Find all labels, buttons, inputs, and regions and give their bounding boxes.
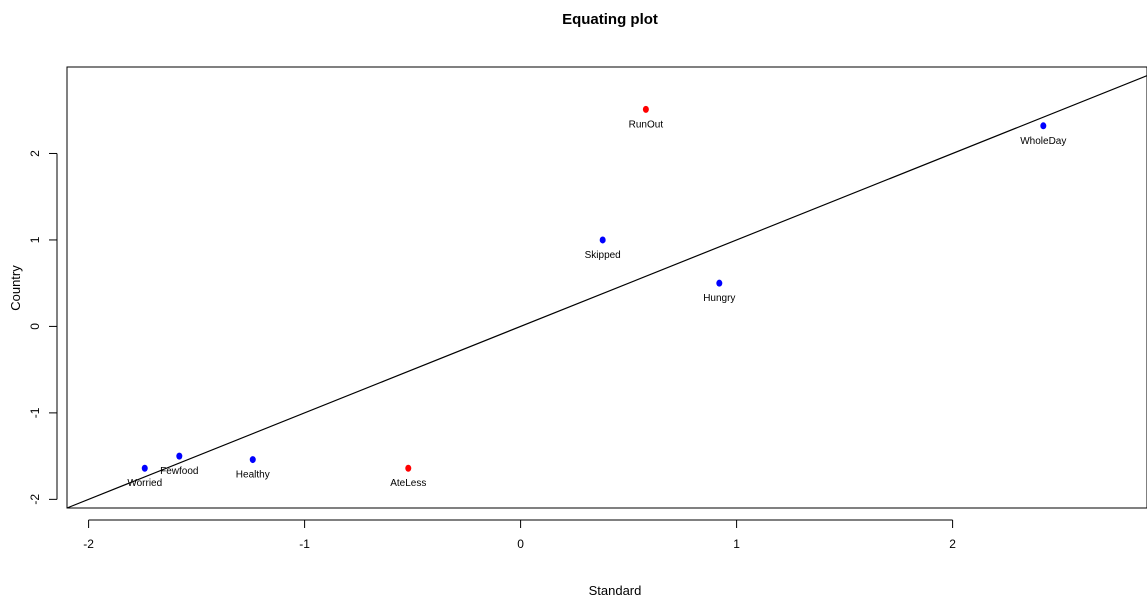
- point-label: AteLess: [390, 478, 426, 489]
- data-point: [141, 464, 148, 472]
- x-tick-label: -1: [299, 537, 310, 551]
- point-label: Healthy: [236, 470, 270, 481]
- y-tick-label: -1: [28, 407, 42, 418]
- x-tick-label: 0: [517, 537, 524, 551]
- y-axis: -2 -1 0 1 2: [28, 150, 58, 505]
- data-point: [249, 456, 256, 464]
- point-label: Hungry: [703, 293, 735, 304]
- point-label: WholeDay: [1020, 136, 1066, 147]
- x-axis-label: Standard: [589, 583, 642, 598]
- x-tick-label: 2: [949, 537, 956, 551]
- plot-frame: [66, 66, 1147, 509]
- data-point: [716, 279, 723, 287]
- point-label: Worried: [127, 478, 162, 489]
- data-point: [405, 464, 412, 472]
- reference-line-layer: [66, 75, 1147, 509]
- data-point: [642, 105, 649, 113]
- x-tick-label: -2: [83, 537, 94, 551]
- x-tick-label: 1: [733, 537, 740, 551]
- y-tick-label: -2: [28, 494, 42, 505]
- point-label: Fewfood: [160, 466, 198, 477]
- data-point: [1040, 122, 1047, 130]
- y-tick-label: 1: [28, 236, 42, 243]
- y-tick-label: 0: [28, 323, 42, 330]
- data-point: [176, 452, 183, 460]
- chart-title: Equating plot: [562, 11, 658, 28]
- reference-line: [66, 75, 1147, 509]
- data-point: [599, 236, 606, 244]
- y-axis-label: Country: [8, 265, 23, 311]
- point-label: RunOut: [629, 119, 664, 130]
- point-label: Skipped: [585, 250, 621, 261]
- x-axis: -2 -1 0 1 2: [83, 519, 956, 551]
- y-tick-label: 2: [28, 150, 42, 157]
